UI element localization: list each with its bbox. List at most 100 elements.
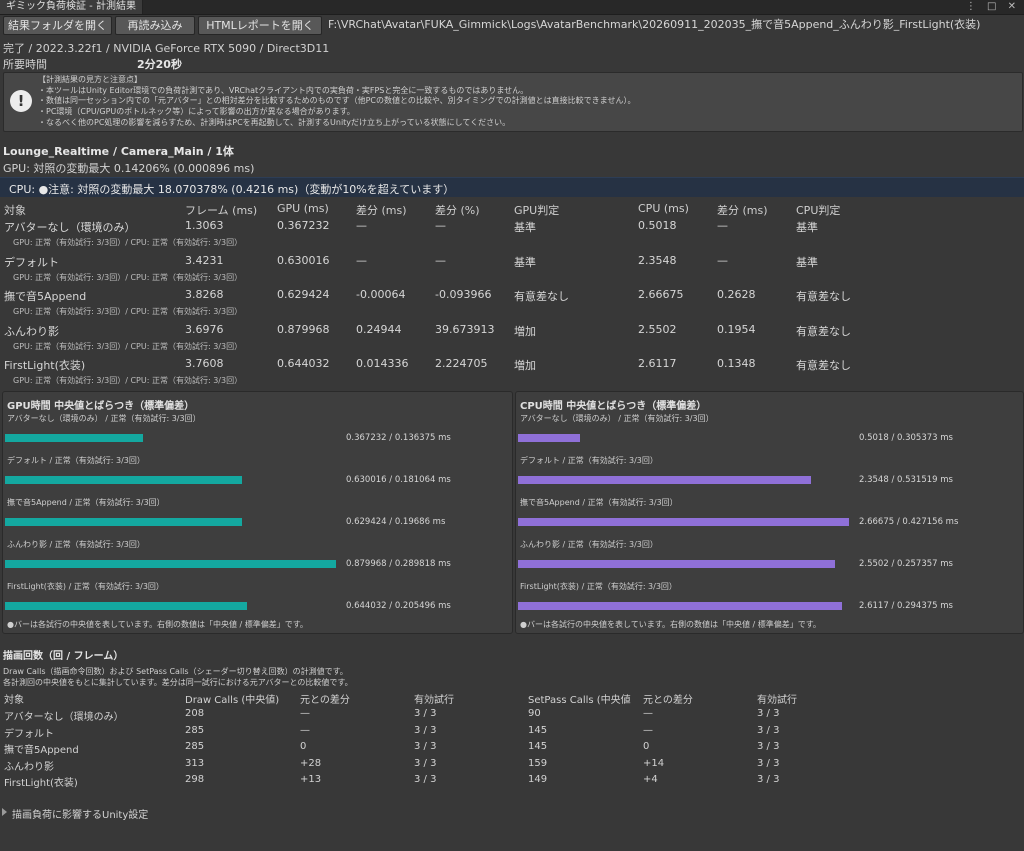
col-header-target: 対象	[4, 204, 26, 217]
bar-label: 撫で音5Append / 正常（有効試行: 3/3回）	[520, 498, 678, 507]
reload-button[interactable]: 再読み込み	[115, 16, 195, 35]
row-cpu: 2.3548	[638, 253, 677, 267]
col-header-gpu-judge: GPU判定	[514, 204, 560, 217]
row-cpu-diff: 0.2628	[717, 288, 756, 301]
row-cpu-judge: 基準	[796, 255, 818, 269]
dc-row-target: デフォルト	[4, 728, 54, 740]
dc-row-setpass: 159	[528, 757, 548, 769]
dc-row-diff: —	[300, 708, 310, 719]
row-gpu-judge: 基準	[514, 221, 536, 234]
row-gpu: 0.879968	[277, 322, 330, 336]
col-header-gpu: GPU (ms)	[277, 202, 329, 215]
section-heading: Lounge_Realtime / Camera_Main / 1体	[3, 145, 234, 158]
dc-row-valid: 3 / 3	[414, 741, 437, 752]
row-gpu-pct: -0.093966	[435, 288, 492, 301]
cpu-chart-title: CPU時間 中央値とばらつき（標準偏差）	[520, 401, 707, 412]
elapsed-label: 所要時間	[3, 58, 47, 71]
bar-value: 0.629424 / 0.19686 ms	[346, 517, 446, 527]
open-html-report-button[interactable]: HTMLレポートを開く	[198, 16, 322, 35]
dc-row-drawcalls: 208	[185, 708, 205, 719]
notice-line: ・本ツールはUnity Editor環境での負荷計測であり、VRChatクライア…	[38, 85, 529, 95]
row-frame: 1.3063	[185, 219, 224, 232]
row-cpu-diff: 0.1348	[717, 357, 756, 370]
dc-row-setpass: 149	[528, 774, 548, 785]
dc-row-drawcalls: 298	[185, 774, 205, 785]
bar-label: デフォルト / 正常（有効試行: 3/3回）	[520, 456, 658, 465]
bar-fill	[518, 476, 811, 484]
bar-label: FirstLight(衣装) / 正常（有効試行: 3/3回）	[7, 582, 164, 591]
bar-fill	[518, 434, 580, 442]
bar-track	[5, 602, 338, 610]
dc-row-diff: +28	[300, 757, 322, 769]
bar-label: 撫で音5Append / 正常（有効試行: 3/3回）	[7, 498, 165, 507]
row-target: アバターなし（環境のみ）	[4, 221, 136, 234]
bar-fill	[5, 434, 143, 442]
bar-track	[5, 476, 338, 484]
notice-line: ・なるべく他のPC処理の影響を減らすため、計測時はPCを再起動して、計測するUn…	[38, 117, 511, 127]
row-gpu-judge: 有意差なし	[514, 290, 569, 303]
notice-line: 【計測結果の見方と注意点】	[38, 75, 142, 84]
row-gpu-diff: 0.24944	[356, 322, 402, 336]
drawcalls-desc-2: 各計測回の中央値をもとに集計しています。差分は同一試行における元アバターとの比較…	[3, 678, 353, 687]
dc-row-setpass: 145	[528, 741, 548, 752]
dc-row-target: 撫で音5Append	[4, 745, 79, 756]
row-target: デフォルト	[4, 255, 59, 269]
dc-header-setpass: SetPass Calls (中央値	[528, 695, 631, 706]
open-folder-button[interactable]: 結果フォルダを開く	[3, 16, 112, 35]
bar-value: 0.879968 / 0.289818 ms	[346, 559, 451, 569]
bar-track	[518, 602, 851, 610]
bar-value: 0.630016 / 0.181064 ms	[346, 475, 451, 485]
dc-header-diff: 元との差分	[300, 695, 350, 706]
dc-header-drawcalls: Draw Calls (中央値)	[185, 695, 280, 706]
bar-fill	[5, 518, 242, 526]
col-header-cpu-judge: CPU判定	[796, 204, 841, 217]
row-gpu: 0.644032	[277, 357, 330, 370]
row-status-note: GPU: 正常（有効試行: 3/3回）/ CPU: 正常（有効試行: 3/3回）	[13, 307, 243, 316]
bar-value: 0.644032 / 0.205496 ms	[346, 601, 451, 611]
sp-row-valid: 3 / 3	[757, 724, 780, 736]
sp-header-valid: 有効試行	[757, 695, 797, 706]
row-cpu: 2.6117	[638, 357, 677, 370]
notice-line: ・PC環境（CPU/GPUのボトルネック等）によって影響の出方が異なる場合があり…	[38, 107, 355, 117]
dc-header-valid: 有効試行	[414, 695, 454, 706]
sp-row-diff: 0	[643, 741, 650, 752]
dc-row-drawcalls: 285	[185, 724, 205, 736]
dc-row-target: FirstLight(衣装)	[4, 778, 78, 789]
gpu-chart-title: GPU時間 中央値とばらつき（標準偏差）	[7, 401, 195, 412]
bar-track	[518, 476, 851, 484]
row-gpu: 0.630016	[277, 253, 330, 267]
dc-row-target: アバターなし（環境のみ）	[4, 712, 124, 723]
col-header-gpu-pct: 差分 (%)	[435, 204, 480, 217]
row-status-note: GPU: 正常（有効試行: 3/3回）/ CPU: 正常（有効試行: 3/3回）	[13, 341, 243, 351]
dc-row-valid: 3 / 3	[414, 757, 437, 769]
bar-value: 0.367232 / 0.136375 ms	[346, 433, 451, 443]
row-cpu-diff: —	[717, 253, 728, 267]
notice-text: 【計測結果の見方と注意点】 ・本ツールはUnity Editor環境での負荷計測…	[38, 75, 635, 129]
bar-track	[5, 518, 338, 526]
bar-value: 0.5018 / 0.305373 ms	[859, 433, 953, 443]
drawcalls-heading: 描画回数（回 / フレーム）	[3, 651, 124, 662]
sp-row-valid: 3 / 3	[757, 774, 780, 785]
bar-fill	[518, 560, 835, 568]
window-controls[interactable]: ⋮ □ ✕	[965, 1, 1020, 12]
dc-row-setpass: 145	[528, 724, 548, 736]
col-header-gpu-diff: 差分 (ms)	[356, 204, 407, 217]
bar-track	[518, 518, 851, 526]
sp-row-diff: +14	[643, 757, 665, 769]
bar-label: FirstLight(衣装) / 正常（有効試行: 3/3回）	[520, 582, 677, 591]
row-cpu: 0.5018	[638, 219, 677, 232]
row-cpu: 2.66675	[638, 288, 684, 301]
window-tab[interactable]: ギミック負荷検証 - 計測結果	[0, 0, 143, 14]
title-bar	[0, 0, 1024, 15]
row-gpu-pct: —	[435, 219, 446, 232]
row-gpu-diff: -0.00064	[356, 288, 406, 301]
row-gpu-pct: 2.224705	[435, 357, 488, 370]
exclamation-icon: !	[10, 90, 32, 112]
dc-row-drawcalls: 285	[185, 741, 205, 752]
cpu-chart-panel: CPU時間 中央値とばらつき（標準偏差） アバターなし（環境のみ） / 正常（有…	[515, 391, 1024, 634]
bar-value: 2.6117 / 0.294375 ms	[859, 601, 953, 611]
row-target: 撫で音5Append	[4, 290, 87, 303]
row-status-note: GPU: 正常（有効試行: 3/3回）/ CPU: 正常（有効試行: 3/3回）	[13, 376, 243, 385]
dc-row-valid: 3 / 3	[414, 774, 437, 785]
bar-label: アバターなし（環境のみ） / 正常（有効試行: 3/3回）	[7, 414, 201, 423]
